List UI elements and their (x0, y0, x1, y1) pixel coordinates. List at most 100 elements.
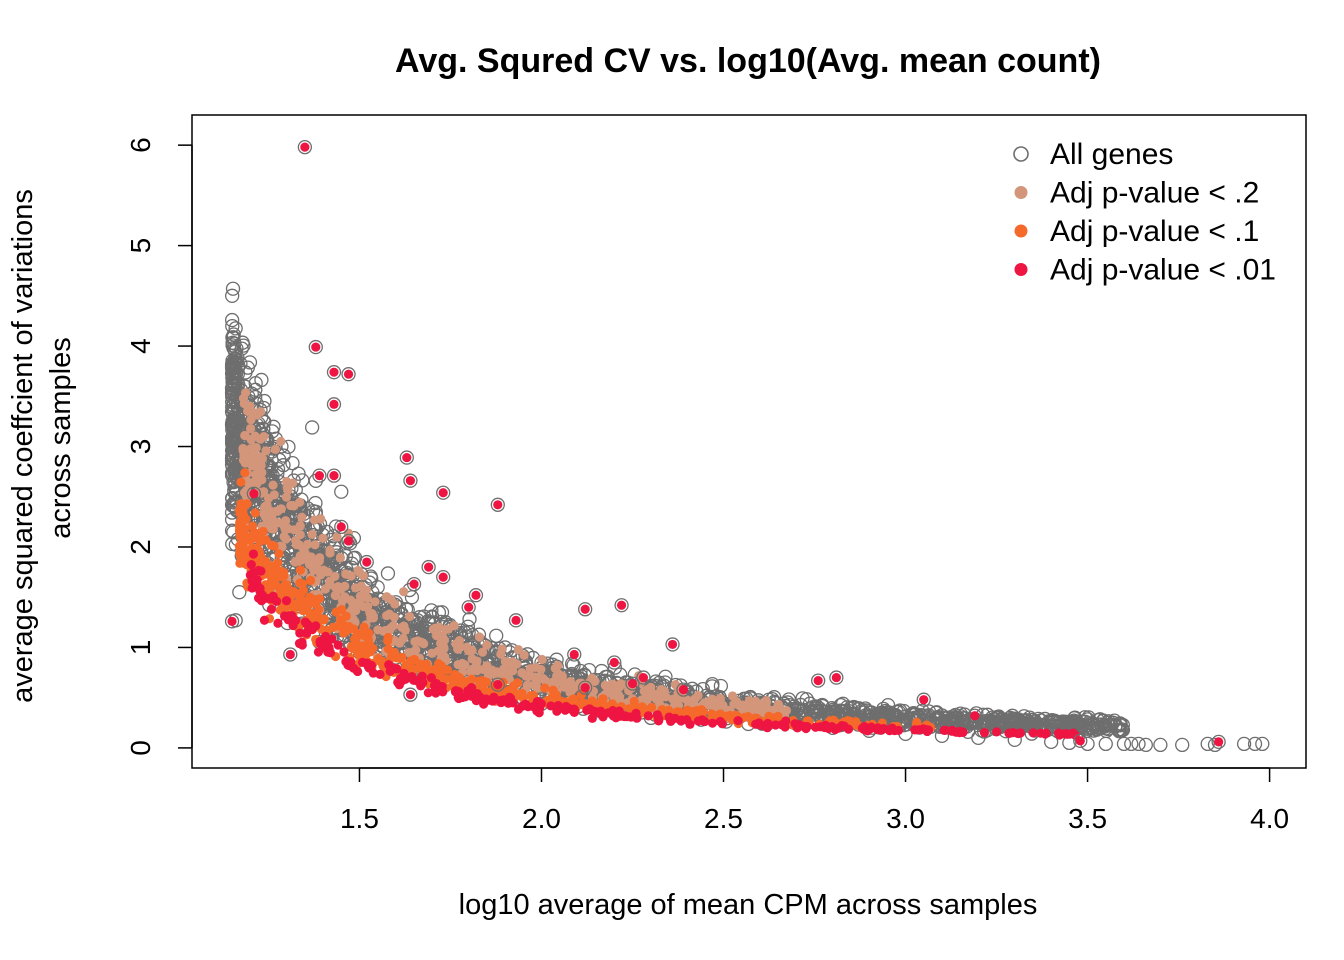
gene-point-p2 (276, 436, 286, 447)
gene-point-p2 (388, 621, 398, 631)
gene-point-p01 (227, 616, 237, 626)
gene-point-p01 (843, 724, 854, 734)
gene-point-p01 (622, 712, 632, 722)
gene-point-p01 (979, 728, 990, 738)
gene-point-p2 (435, 638, 446, 648)
gene-point-p1 (242, 499, 252, 509)
gene-point-p01 (762, 723, 772, 733)
gene-point-p2 (318, 533, 328, 543)
gene-point-p01 (884, 726, 895, 736)
gene-point-p01 (715, 716, 725, 727)
gene-point-p01 (813, 675, 823, 686)
gene-point-p2 (648, 691, 659, 702)
gene-point-p01 (1028, 728, 1038, 738)
gene-point-p01 (707, 718, 718, 728)
gene-point (676, 682, 691, 697)
gene-point (370, 580, 385, 595)
y-tick-label: 5 (125, 238, 156, 254)
gene-point-p2 (731, 696, 742, 707)
y-tick-label: 1 (125, 640, 156, 656)
gene-point-p01 (498, 695, 509, 705)
gene-point-p2 (340, 581, 350, 591)
gene-point-p2 (270, 444, 281, 455)
gene-point-p01 (343, 369, 354, 379)
gene-point-p1 (447, 676, 458, 686)
gene-point-p01 (314, 471, 325, 481)
gene-point-p1 (279, 567, 289, 577)
gene-point (224, 360, 240, 375)
gene-point (508, 613, 524, 628)
gene-point (1116, 736, 1132, 752)
gene-point-p01 (329, 399, 339, 409)
gene-point-p01 (609, 657, 619, 668)
gene-point-p01 (248, 549, 258, 559)
gene-point-p2 (252, 478, 262, 488)
gene-point-p01 (552, 706, 562, 716)
gene-point (851, 701, 867, 716)
gene-point-p01 (430, 686, 440, 696)
gene-point-p01 (1015, 728, 1026, 738)
gene-point (1044, 734, 1059, 750)
gene-point-p2 (248, 456, 258, 467)
y-tick-label: 3 (125, 439, 156, 455)
gene-point (1081, 710, 1096, 725)
gene-point-p1 (579, 698, 589, 708)
gene-point-p01 (751, 719, 761, 729)
gene-point-p01 (587, 713, 597, 723)
gene-point (297, 139, 313, 155)
gene-point (224, 614, 240, 629)
gene-point (1138, 737, 1153, 753)
y-axis: 0 1 2 3 4 5 6 (125, 137, 193, 756)
gene-point (225, 335, 240, 350)
gene-point-p2 (309, 515, 320, 525)
gene-point-p01 (833, 723, 843, 733)
gene-point-p2 (276, 504, 286, 514)
gene-point-p01 (1075, 736, 1085, 746)
gene-point-p2 (501, 667, 511, 677)
gene-point-p2 (715, 693, 725, 704)
gene-point-p2 (268, 480, 278, 490)
gene-point-p1 (306, 608, 316, 618)
gene-point-p01 (300, 142, 310, 152)
gene-point (380, 566, 396, 581)
gene-point-p1 (481, 677, 492, 687)
gene-point-p01 (271, 596, 282, 606)
gene-point-p2 (537, 654, 547, 665)
gene-point-p2 (373, 625, 383, 635)
gene-point-p1 (436, 661, 446, 671)
gene-point-p2 (525, 670, 535, 681)
x-tick-label: 3.0 (886, 803, 925, 834)
x-tick-label: 3.5 (1068, 803, 1107, 834)
gene-point-p1 (274, 549, 284, 559)
gene-point-p01 (405, 476, 416, 486)
gene-point-p2 (443, 624, 453, 634)
gene-point-p01 (437, 682, 447, 692)
gene-point (713, 678, 729, 694)
gene-point-p2 (487, 665, 497, 675)
gene-point-p1 (576, 690, 587, 700)
gene-point-p2 (359, 601, 369, 612)
gene-point-p2 (586, 676, 597, 686)
gene-point-p01 (595, 707, 605, 717)
gene-point-p1 (567, 694, 578, 705)
gene-point-p01 (466, 683, 477, 693)
gene-point-p2 (290, 557, 300, 567)
gene-point-p2 (355, 568, 365, 578)
gene-point-p2 (541, 676, 551, 686)
gene-point (304, 420, 320, 435)
gene-point-p1 (250, 508, 260, 518)
gene-point (399, 450, 414, 465)
gene-point-p01 (811, 722, 821, 732)
gene-point-p01 (254, 565, 264, 576)
gene-point-p01 (910, 725, 920, 735)
gene-point-p2 (331, 590, 341, 601)
legend-label-p2: Adj p-value < .2 (1050, 177, 1259, 210)
gene-point-p01 (654, 715, 664, 726)
gene-point-p01 (464, 602, 474, 612)
gene-point-p2 (472, 666, 482, 676)
gene-point-p01 (792, 723, 803, 733)
gene-point (489, 628, 504, 643)
gene-point-p1 (235, 558, 245, 568)
gene-point (425, 610, 440, 625)
